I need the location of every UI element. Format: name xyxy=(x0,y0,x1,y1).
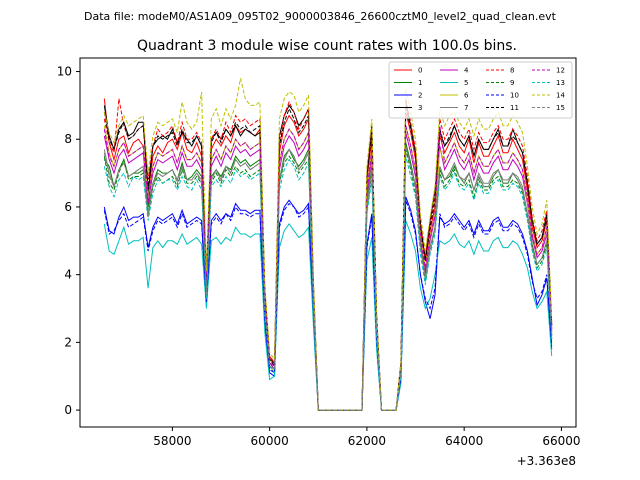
legend-label-2: 2 xyxy=(418,92,422,100)
legend-label-1: 1 xyxy=(418,79,422,87)
y-tick-label: 4 xyxy=(64,268,72,282)
x-axis: 58000 60000 62000 64000 66000 xyxy=(153,427,581,448)
legend-label-13: 13 xyxy=(556,79,565,87)
series-lines xyxy=(103,78,553,411)
data-file-label: Data file: modeM0/AS1A09_095T02_90000038… xyxy=(84,10,557,23)
x-tick-label: 58000 xyxy=(153,434,191,448)
x-tick-label: 64000 xyxy=(445,434,483,448)
y-tick-label: 10 xyxy=(57,65,72,79)
legend-label-15: 15 xyxy=(556,104,565,112)
legend-label-11: 11 xyxy=(510,104,519,112)
chart-title: Quadrant 3 module wise count rates with … xyxy=(137,38,517,54)
legend-label-5: 5 xyxy=(464,79,468,87)
legend-label-4: 4 xyxy=(464,67,469,75)
legend-label-6: 6 xyxy=(464,92,469,100)
x-offset-label: +3.363e8 xyxy=(517,454,576,468)
x-tick-label: 66000 xyxy=(542,434,580,448)
y-tick-label: 6 xyxy=(64,200,72,214)
series-line-15 xyxy=(103,145,553,411)
legend-label-10: 10 xyxy=(510,92,519,100)
legend-label-8: 8 xyxy=(510,67,514,75)
legend-label-14: 14 xyxy=(556,92,565,100)
x-tick-label: 60000 xyxy=(251,434,289,448)
legend-label-12: 12 xyxy=(556,67,565,75)
legend-box xyxy=(388,61,573,119)
y-tick-label: 2 xyxy=(64,335,72,349)
x-tick-label: 62000 xyxy=(348,434,386,448)
legend-label-9: 9 xyxy=(510,79,514,87)
legend-label-3: 3 xyxy=(418,104,422,112)
y-tick-label: 8 xyxy=(64,132,72,146)
y-axis: 0 2 4 6 8 10 xyxy=(57,65,80,417)
legend-label-7: 7 xyxy=(464,104,468,112)
y-tick-label: 0 xyxy=(64,403,72,417)
legend-label-0: 0 xyxy=(418,67,422,75)
